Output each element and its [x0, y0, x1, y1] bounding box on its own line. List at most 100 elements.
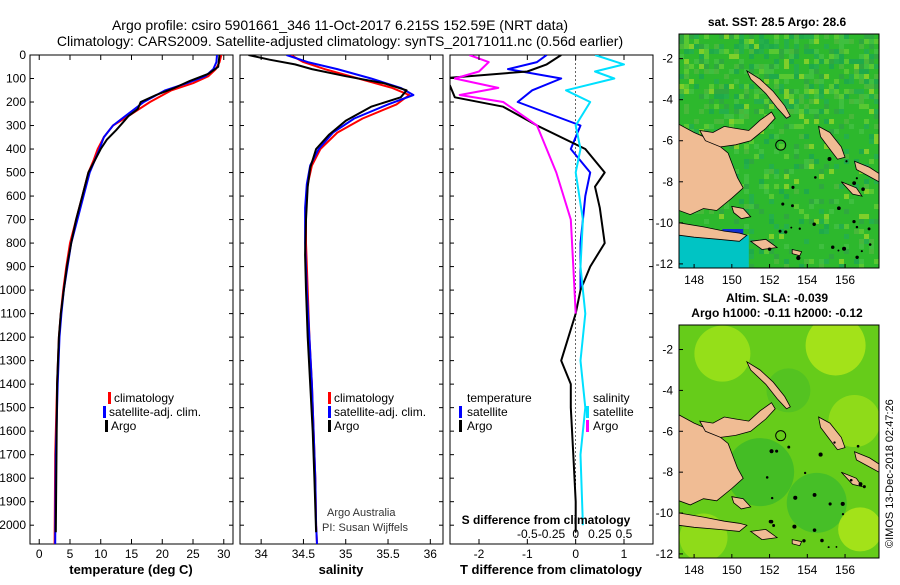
legend-label-t-satellite: satellite [467, 405, 508, 419]
sst-cell [769, 64, 774, 69]
sst-cell [804, 239, 809, 244]
sst-cell [859, 59, 864, 64]
sst-cell [844, 59, 849, 64]
sst-cell [819, 184, 824, 189]
sst-cell [844, 79, 849, 84]
sst-cell [784, 264, 789, 268]
island-dot [781, 202, 785, 206]
landmass [791, 249, 803, 257]
sst-cell [744, 104, 749, 109]
sst-cell [874, 74, 879, 79]
sst-cell [769, 239, 774, 244]
sst-cell [704, 89, 709, 94]
sst-cell [824, 99, 829, 104]
landmass [679, 222, 748, 242]
sst-cell [864, 214, 869, 219]
sst-cell [844, 154, 849, 159]
credit-line1: Argo Australia [327, 507, 396, 519]
sst-cell [729, 84, 734, 89]
sst-cell [744, 184, 749, 189]
sst-cell [834, 199, 839, 204]
sst-cell [849, 74, 854, 79]
axis-ticks: 0 5 10 15 20 25 300100200300400500600700800900… [0, 48, 653, 561]
sst-cell [874, 139, 879, 144]
sst-cell [734, 144, 739, 149]
sst-cell [794, 99, 799, 104]
sst-cell [844, 134, 849, 139]
sst-cell [734, 219, 739, 224]
sst-cell [699, 74, 704, 79]
sst-cell [789, 109, 794, 114]
sst-cell [794, 154, 799, 159]
sst-cell [849, 59, 854, 64]
sst-cell [704, 49, 709, 54]
sst-cell [824, 224, 829, 229]
sst-cell [869, 79, 874, 84]
island-dot [831, 245, 835, 249]
sst-cell [824, 89, 829, 94]
sst-cell [839, 34, 844, 39]
argo-float-marker [775, 430, 787, 442]
sst-cell [679, 44, 684, 49]
sst-cell [854, 229, 859, 234]
island-dot [792, 524, 797, 529]
sst-cell [694, 44, 699, 49]
sst-cell [859, 54, 864, 59]
sst-cell [769, 99, 774, 104]
sst-cell [799, 99, 804, 104]
island-dot [790, 226, 793, 229]
depth-tick-label: 1900 [0, 495, 26, 509]
sst-cell [724, 89, 729, 94]
sst-cell [874, 79, 879, 84]
sst-cell [774, 84, 779, 89]
lon-tick-label: 148 [684, 273, 704, 287]
island-dot [845, 160, 848, 163]
lat-tick-label: -4 [662, 383, 673, 397]
lat-tick-label: -10 [656, 506, 674, 520]
sst-cell [759, 49, 764, 54]
imos-timestamp: ©IMOS 13-Dec-2018 02:47:26 [884, 399, 896, 548]
sst-cell [804, 259, 809, 264]
sst-cell [704, 59, 709, 64]
sst-cell [774, 79, 779, 84]
sst-cell [784, 94, 789, 99]
sst-cell [844, 224, 849, 229]
sst-cell [819, 264, 824, 268]
sst-cell [814, 34, 819, 39]
sst-cell [874, 64, 879, 69]
legend-swatch-satellite [103, 406, 106, 418]
temperature-series [53, 55, 223, 544]
sst-cell [749, 84, 754, 89]
sst-cell [874, 99, 879, 104]
sst-cell [769, 199, 774, 204]
sst-cell [719, 84, 724, 89]
landmass [745, 360, 791, 410]
sst-cell [809, 159, 814, 164]
sst-cell [799, 109, 804, 114]
sst-cell [714, 104, 719, 109]
sst-cell [709, 124, 714, 129]
sst-cell [839, 44, 844, 49]
sst-cell [774, 184, 779, 189]
sst-cell [794, 149, 799, 154]
landmass [818, 125, 846, 160]
sst-cell [689, 49, 694, 54]
sst-cell [789, 249, 794, 254]
sst-cell [864, 84, 869, 89]
sst-cell [699, 109, 704, 114]
sst-cell [834, 129, 839, 134]
x-tick-label: 30 [217, 547, 231, 561]
sst-cell [814, 94, 819, 99]
sst-cell [809, 89, 814, 94]
sst-cell [834, 164, 839, 169]
sst-cell [774, 64, 779, 69]
sst-cell [854, 99, 859, 104]
sst-cell [839, 109, 844, 114]
island-dot [868, 243, 872, 246]
sst-cell [864, 59, 869, 64]
sst-cell [689, 79, 694, 84]
sst-cell [829, 129, 834, 134]
sst-cell [824, 214, 829, 219]
sst-cell [744, 84, 749, 89]
sst-cell [719, 209, 724, 214]
